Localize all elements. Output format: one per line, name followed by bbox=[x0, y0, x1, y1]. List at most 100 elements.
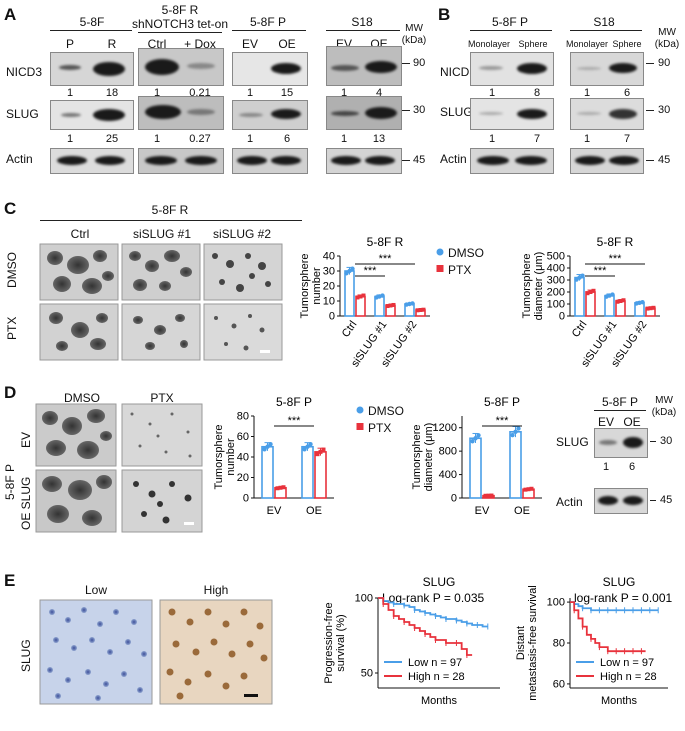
column-label: Ctrl bbox=[70, 227, 90, 241]
mw-tick bbox=[646, 63, 654, 64]
western-blot-actin bbox=[470, 148, 554, 174]
y-axis-label: metastasis-free survival bbox=[527, 585, 539, 701]
data-point bbox=[476, 433, 481, 438]
data-point bbox=[385, 304, 390, 309]
row-label-slug: SLUG bbox=[556, 435, 589, 449]
mw-tick bbox=[402, 160, 410, 161]
panel-c-header: 5-8F R bbox=[151, 203, 189, 217]
quant-value: 7 bbox=[533, 133, 541, 145]
mw-30: 30 bbox=[413, 104, 426, 116]
row-label-nicd3: NICD3 bbox=[6, 65, 43, 79]
column-label: DMSO bbox=[64, 391, 100, 405]
mw-tick bbox=[402, 63, 410, 64]
data-point bbox=[591, 288, 596, 293]
data-point bbox=[415, 308, 420, 313]
sphere-image-si1-ptx bbox=[121, 303, 201, 361]
quant-value: 1 bbox=[66, 87, 74, 99]
column-label: siSLUG #2 bbox=[212, 227, 272, 241]
lane-label: Sphere bbox=[518, 39, 548, 49]
quant-value: 18 bbox=[105, 87, 119, 99]
quant-value: 15 bbox=[280, 87, 294, 99]
y-tick-label: 10 bbox=[323, 296, 335, 308]
data-point bbox=[516, 426, 521, 431]
quant-value: 1 bbox=[488, 87, 496, 99]
y-axis-label: Distant bbox=[515, 626, 527, 660]
chart-title: 5-8F P bbox=[276, 395, 312, 409]
lane-label: OE bbox=[278, 37, 296, 51]
data-point bbox=[585, 291, 590, 296]
sphere-image-si2-dmso bbox=[203, 243, 283, 301]
quant-value: 1 bbox=[602, 461, 610, 473]
bar-dmso bbox=[301, 445, 314, 499]
western-blot-nicd3 bbox=[570, 52, 644, 86]
quant-value: 8 bbox=[533, 87, 541, 99]
mw-tick bbox=[402, 110, 410, 111]
row-label-actin: Actin bbox=[556, 495, 583, 509]
mw-title: MW bbox=[658, 27, 676, 38]
column-label: PTX bbox=[150, 391, 174, 405]
y-axis-label: Progression-free bbox=[323, 602, 335, 683]
western-blot-actin bbox=[594, 488, 648, 514]
data-point bbox=[523, 487, 528, 492]
y-tick-label: 100 bbox=[547, 299, 565, 311]
western-blot-nicd3 bbox=[232, 52, 308, 86]
x-tick-label: Ctrl bbox=[340, 319, 360, 340]
western-blot-nicd3 bbox=[50, 52, 134, 86]
y-tick-label: 1200 bbox=[433, 422, 457, 434]
y-tick-label: 100 bbox=[547, 597, 565, 609]
western-blot-nicd3 bbox=[326, 46, 402, 86]
lane-label: OE bbox=[623, 415, 641, 429]
chart-title: 5-8F R bbox=[597, 235, 634, 249]
divider bbox=[594, 410, 646, 411]
sphere-image-ev-ptx bbox=[121, 403, 203, 467]
column-label: Low bbox=[84, 583, 108, 597]
y-axis-label: Tumorsphere bbox=[411, 424, 423, 489]
y-tick-label: 0 bbox=[243, 493, 249, 505]
panel-b-group-title-1: 5-8F P bbox=[491, 15, 529, 29]
legend-d bbox=[356, 406, 364, 430]
bar-dmso bbox=[261, 445, 274, 499]
data-point bbox=[510, 432, 515, 438]
panel-a-group-title-2a: 5-8F R bbox=[161, 3, 199, 17]
western-blot-actin bbox=[138, 148, 224, 174]
quant-value: 25 bbox=[105, 133, 119, 145]
y-tick-label: 50 bbox=[361, 668, 373, 680]
data-point bbox=[262, 447, 267, 452]
bar-dmso bbox=[574, 276, 585, 317]
data-point bbox=[344, 271, 349, 276]
sphere-image-si1-dmso bbox=[121, 243, 201, 301]
panel-b-group-title-2: S18 bbox=[593, 15, 615, 29]
western-blot-slug bbox=[232, 100, 308, 130]
significance-label: *** bbox=[609, 253, 623, 265]
panel-d-label: D bbox=[4, 383, 17, 402]
lane-label: EV bbox=[241, 37, 259, 51]
x-tick-label: OE bbox=[306, 505, 322, 517]
y-tick-label: 800 bbox=[439, 446, 457, 458]
legend-ptx: PTX bbox=[448, 263, 472, 277]
bar-dmso bbox=[344, 270, 355, 317]
legend-dmso: DMSO bbox=[368, 404, 404, 418]
legend-label: High n = 28 bbox=[408, 671, 465, 683]
x-axis-label: Months bbox=[601, 695, 638, 707]
western-blot-slug bbox=[326, 96, 402, 130]
y-tick-label: 20 bbox=[237, 472, 249, 484]
data-point bbox=[610, 292, 615, 297]
y-tick-label: 60 bbox=[553, 678, 565, 690]
lane-label: P bbox=[65, 37, 75, 51]
y-tick-label: 80 bbox=[237, 411, 249, 423]
y-tick-label: 400 bbox=[547, 263, 565, 275]
y-tick-label: 20 bbox=[323, 281, 335, 293]
panel-a-group-title-4: S18 bbox=[351, 15, 373, 29]
sphere-image-ev-dmso bbox=[35, 403, 117, 467]
legend-ptx-marker bbox=[356, 423, 364, 430]
quant-value: 1 bbox=[488, 133, 496, 145]
log-rank-annotation: log-rank P = 0.001 bbox=[574, 591, 673, 605]
mw-30: 30 bbox=[660, 435, 673, 447]
lane-label: EV bbox=[597, 415, 615, 429]
lane-label: Monolayer bbox=[467, 39, 511, 49]
significance-label: *** bbox=[288, 415, 302, 427]
western-blot-slug bbox=[138, 96, 224, 130]
quant-value: 0.27 bbox=[189, 133, 211, 145]
quant-value: 1 bbox=[246, 87, 254, 99]
log-rank-annotation: Log-rank P = 0.035 bbox=[382, 591, 485, 605]
